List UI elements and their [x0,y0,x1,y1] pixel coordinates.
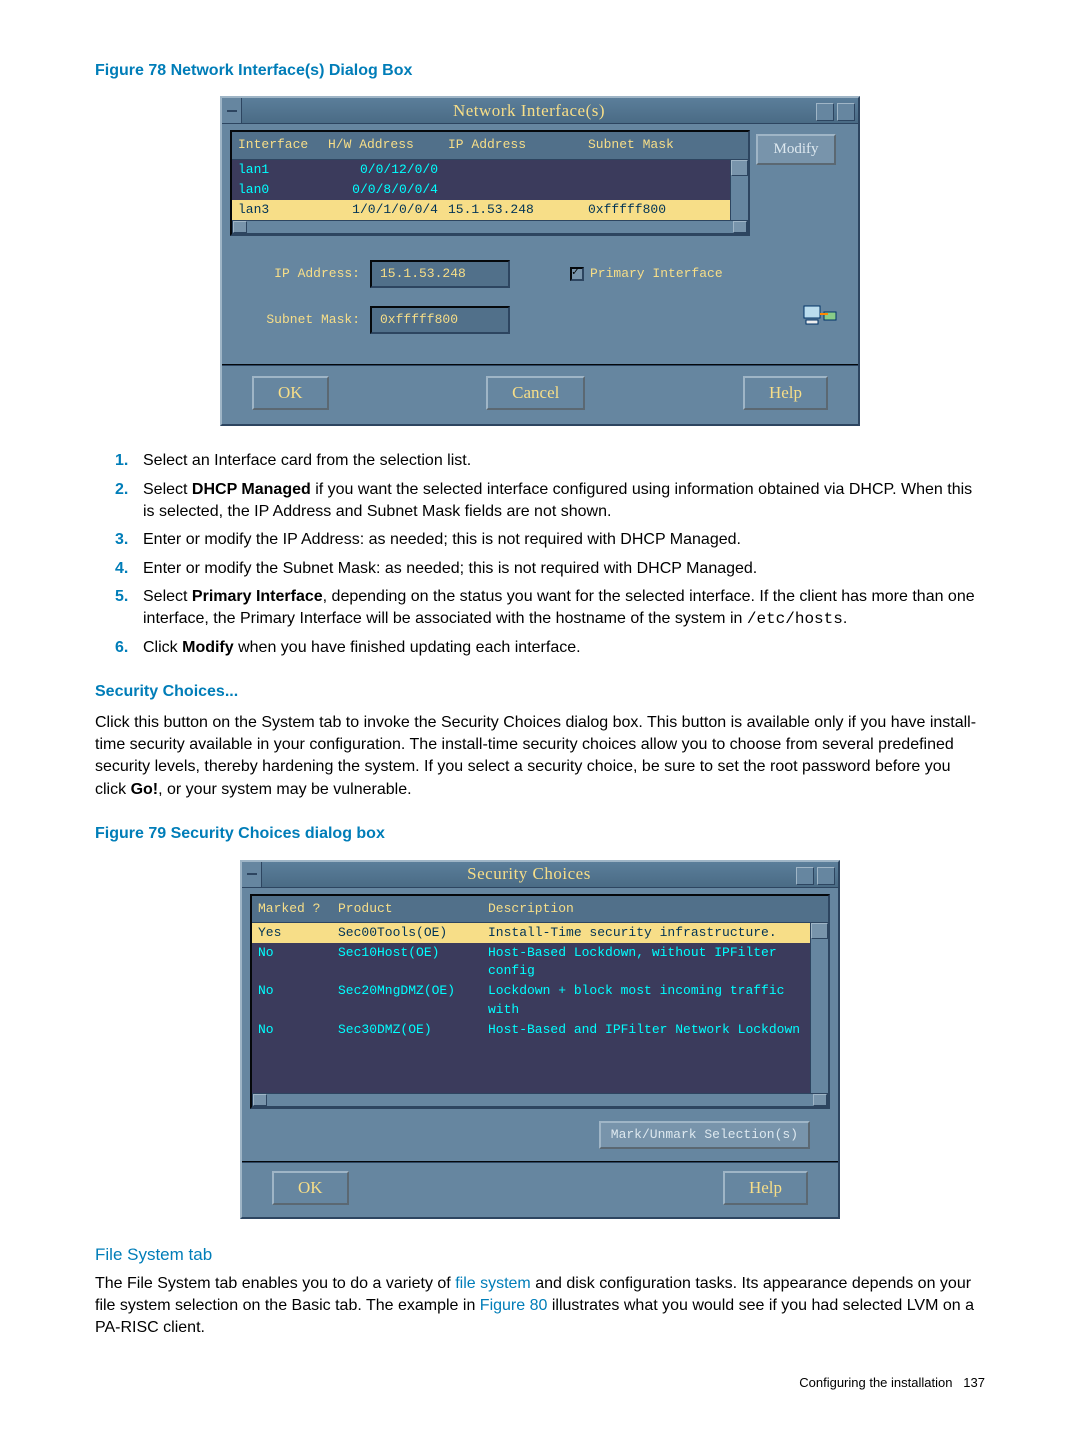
titlebar-max-icon[interactable] [817,867,835,885]
footer-text: Configuring the installation [799,1375,952,1390]
scrollbar-vertical[interactable] [810,923,828,1093]
figure-80-link[interactable]: Figure 80 [480,1297,548,1314]
subnet-input[interactable]: 0xfffff800 [370,306,510,334]
titlebar-max-icon[interactable] [837,103,855,121]
titlebar-min-icon[interactable] [816,103,834,121]
table-body[interactable]: lan10/0/12/0/0lan00/0/8/0/0/4lan31/0/1/0… [232,160,748,221]
help-button[interactable]: Help [723,1171,808,1205]
primary-interface-label: Primary Interface [590,266,723,281]
mark-unmark-button[interactable]: Mark/Unmark Selection(s) [599,1121,810,1149]
table-row[interactable]: YesSec00Tools(OE)Install-Time security i… [252,923,828,943]
table-header-row: Interface H/W Address IP Address Subnet … [232,132,748,159]
steps-list: 1.Select an Interface card from the sele… [115,450,985,659]
table-header-row: Marked ? Product Description [252,896,828,923]
security-choices-heading: Security Choices... [95,681,985,703]
col-marked: Marked ? [258,900,338,918]
scrollbar-horizontal[interactable] [232,220,748,234]
ok-button[interactable]: OK [252,376,329,410]
file-system-heading: File System tab [95,1243,985,1267]
step-item: 3.Enter or modify the IP Address: as nee… [115,529,985,551]
titlebar-menu-icon[interactable] [242,862,262,887]
scrollbar-horizontal[interactable] [252,1093,828,1107]
step-item: 5.Select Primary Interface, depending on… [115,586,985,631]
col-interface: Interface [238,136,328,154]
cancel-button[interactable]: Cancel [486,376,585,410]
security-choices-dialog: Security Choices Marked ? Product Descri… [240,860,840,1219]
col-hwaddr: H/W Address [328,136,448,154]
dialog-title: Network Interface(s) [242,99,816,123]
network-interfaces-dialog: Network Interface(s) Interface H/W Addre… [220,96,860,426]
security-table[interactable]: Marked ? Product Description YesSec00Too… [250,894,830,1109]
table-row[interactable]: NoSec10Host(OE)Host-Based Lockdown, with… [252,943,828,981]
col-description: Description [488,900,822,918]
dialog-mid-panel: IP Address: 15.1.53.248 Primary Interfac… [230,236,850,358]
ipaddr-label: IP Address: [240,265,360,283]
table-row[interactable]: NoSec20MngDMZ(OE)Lockdown + block most i… [252,981,828,1019]
dialog-footer: OK Help [242,1163,838,1217]
page-footer: Configuring the installation 137 [95,1374,985,1392]
col-ipaddr: IP Address [448,136,588,154]
fig78-caption: Figure 78 Network Interface(s) Dialog Bo… [95,60,985,82]
col-mask: Subnet Mask [588,136,718,154]
table-row[interactable]: lan10/0/12/0/0 [232,160,748,180]
file-system-link[interactable]: file system [455,1275,531,1292]
ok-button[interactable]: OK [272,1171,349,1205]
step-item: 6.Click Modify when you have finished up… [115,637,985,659]
titlebar-min-icon[interactable] [796,867,814,885]
primary-interface-checkbox[interactable]: Primary Interface [570,265,723,283]
help-button[interactable]: Help [743,376,828,410]
fig79-caption: Figure 79 Security Choices dialog box [95,823,985,845]
dialog-title: Security Choices [262,862,796,886]
interface-table[interactable]: Interface H/W Address IP Address Subnet … [230,130,750,236]
page-number: 137 [963,1375,985,1390]
table-row[interactable]: lan31/0/1/0/0/415.1.53.2480xfffff800 [232,200,748,220]
computer-network-icon [800,302,840,338]
step-item: 1.Select an Interface card from the sele… [115,450,985,472]
dialog-titlebar: Security Choices [242,862,838,888]
step-item: 2.Select DHCP Managed if you want the se… [115,479,985,524]
table-row[interactable]: NoSec30DMZ(OE)Host-Based and IPFilter Ne… [252,1020,828,1040]
table-body[interactable]: YesSec00Tools(OE)Install-Time security i… [252,923,828,1093]
ipaddr-input[interactable]: 15.1.53.248 [370,260,510,288]
table-row[interactable]: lan00/0/8/0/0/4 [232,180,748,200]
col-product: Product [338,900,488,918]
dialog-titlebar: Network Interface(s) [222,98,858,124]
step-item: 4.Enter or modify the Subnet Mask: as ne… [115,558,985,580]
subnet-label: Subnet Mask: [240,311,360,329]
security-choices-paragraph: Click this button on the System tab to i… [95,712,985,802]
titlebar-menu-icon[interactable] [222,98,242,123]
file-system-paragraph: The File System tab enables you to do a … [95,1273,985,1340]
modify-button[interactable]: Modify [756,134,836,165]
dialog-footer: OK Cancel Help [222,366,858,424]
scrollbar-vertical[interactable] [730,160,748,221]
